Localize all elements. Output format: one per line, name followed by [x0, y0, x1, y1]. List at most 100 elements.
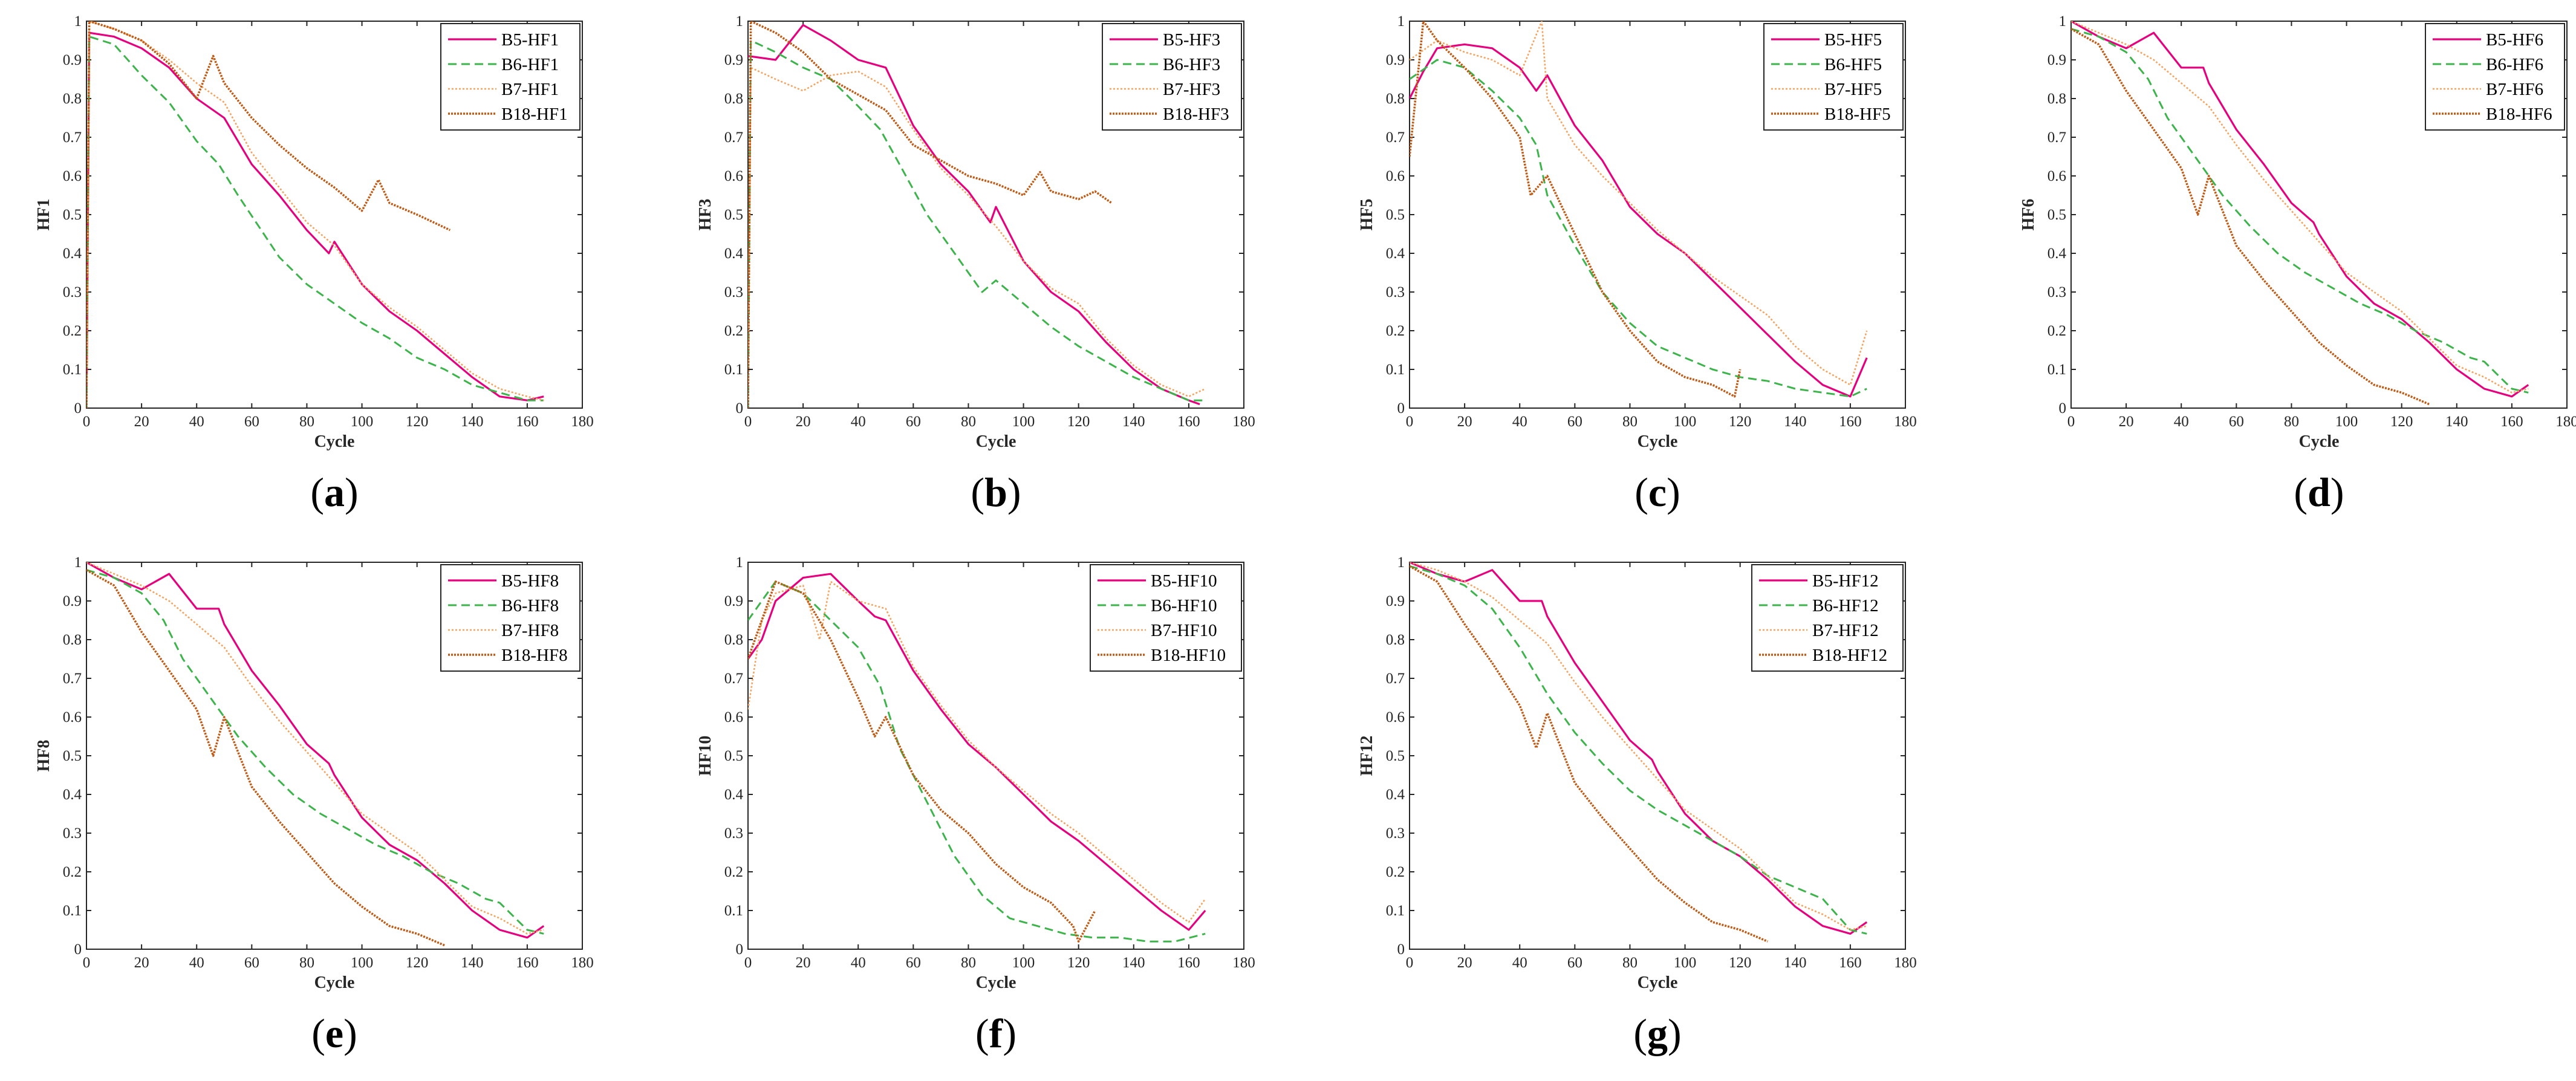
x-axis-label: Cycle	[976, 973, 1016, 992]
y-tick-label: 0.1	[724, 362, 743, 378]
x-tick-label: 100	[1012, 955, 1035, 971]
series-line-b6-hf3	[748, 39, 1206, 408]
x-tick-label: 140	[461, 414, 484, 430]
x-tick-label: 60	[244, 955, 259, 971]
x-tick-label: 100	[1674, 414, 1697, 430]
x-tick-label: 160	[1177, 955, 1200, 971]
y-tick-label: 1	[1397, 554, 1405, 571]
x-tick-label: 140	[2445, 414, 2468, 430]
x-tick-label: 120	[406, 955, 429, 971]
x-tick-label: 60	[1567, 414, 1582, 430]
x-tick-label: 20	[796, 414, 811, 430]
y-axis-label: HF1	[34, 199, 53, 231]
y-tick-label: 0.7	[1386, 129, 1405, 146]
x-tick-label: 0	[83, 414, 91, 430]
legend-entry: B18-HF6	[2486, 105, 2552, 124]
y-axis-label: HF10	[696, 736, 715, 776]
panel-label: (e)	[311, 1010, 357, 1056]
y-tick-label: 0	[736, 400, 744, 417]
y-tick-label: 0.1	[1386, 362, 1405, 378]
y-tick-label: 0.6	[1386, 168, 1405, 184]
x-tick-label: 80	[1622, 414, 1638, 430]
y-tick-label: 0.5	[1386, 748, 1405, 764]
x-axis-label: Cycle	[1638, 432, 1678, 451]
y-tick-label: 0.6	[2047, 168, 2066, 184]
legend-entry: B7-HF8	[501, 621, 559, 640]
y-tick-label: 0.6	[724, 168, 743, 184]
x-tick-label: 60	[2229, 414, 2244, 430]
y-tick-label: 0.7	[63, 129, 82, 146]
y-tick-label: 0.3	[2047, 284, 2066, 300]
y-tick-label: 0.8	[724, 632, 743, 648]
legend-entry: B18-HF5	[1824, 105, 1891, 124]
series-line-b7-hf10	[748, 580, 1206, 923]
legend-entry: B7-HF5	[1824, 80, 1882, 99]
y-tick-label: 0.5	[724, 207, 743, 223]
y-tick-label: 0.3	[63, 284, 82, 300]
series-line-b6-hf12	[1410, 565, 1867, 935]
chart-panel-e: 0 20 40 60 80 100 120 140 160 180 0 0.1 0.2 0.3 0.4 0.5…	[34, 554, 594, 1056]
legend-entry: B6-HF6	[2486, 55, 2543, 74]
y-tick-label: 0.4	[1386, 787, 1405, 803]
legend-entry: B7-HF12	[1812, 621, 1879, 640]
legend-entry: B5-HF12	[1812, 571, 1879, 591]
x-tick-label: 80	[1622, 955, 1638, 971]
series-line-b18-hf1	[86, 21, 451, 408]
y-axis-label: HF8	[34, 740, 53, 772]
y-tick-label: 0.3	[1386, 284, 1405, 300]
legend	[440, 23, 581, 131]
x-tick-label: 120	[2390, 414, 2413, 430]
legend-entry: B5-HF6	[2486, 30, 2543, 50]
y-tick-label: 1	[74, 554, 82, 571]
x-axis-label: Cycle	[1638, 973, 1678, 992]
x-tick-label: 140	[461, 955, 484, 971]
x-tick-label: 40	[1512, 414, 1527, 430]
legend-entry: B18-HF12	[1812, 646, 1887, 665]
panel-label: (d)	[2294, 469, 2344, 515]
y-tick-label: 0.4	[724, 245, 744, 262]
y-tick-label: 1	[736, 554, 744, 571]
y-tick-label: 0.7	[2047, 129, 2066, 146]
x-tick-label: 100	[1012, 414, 1035, 430]
y-tick-label: 1	[2059, 13, 2067, 30]
series-line-b5-hf5	[1410, 43, 1868, 398]
y-tick-label: 0.5	[724, 748, 743, 764]
panel-label: (f)	[975, 1010, 1016, 1056]
y-tick-label: 0.5	[63, 207, 82, 223]
legend	[440, 564, 581, 672]
x-tick-label: 120	[1729, 955, 1752, 971]
x-tick-label: 60	[1567, 955, 1582, 971]
y-tick-label: 0.9	[724, 593, 743, 609]
x-tick-label: 100	[1674, 955, 1697, 971]
x-tick-label: 20	[796, 955, 811, 971]
panel-label: (g)	[1633, 1010, 1681, 1056]
y-tick-label: 0.8	[1386, 91, 1405, 107]
chart-panel-c: 0 20 40 60 80 100 120 140 160 180 0 0.1 0.2 0.3 0.4 0.5…	[1358, 13, 1917, 515]
y-axis-label: HF3	[696, 199, 715, 231]
x-tick-label: 160	[1839, 414, 1862, 430]
legend-entry: B6-HF1	[501, 55, 559, 74]
x-tick-label: 40	[851, 955, 866, 971]
y-tick-label: 0.1	[2047, 362, 2066, 378]
legend	[1751, 564, 1904, 672]
y-tick-label: 0	[74, 941, 82, 958]
y-tick-label: 0.4	[1386, 245, 1405, 262]
y-tick-label: 0.5	[1386, 207, 1405, 223]
y-tick-label: 0.3	[1386, 825, 1405, 842]
x-tick-label: 100	[2335, 414, 2358, 430]
legend-entry: B6-HF3	[1163, 55, 1220, 74]
y-tick-label: 0.7	[63, 670, 82, 687]
series-line-b18-hf12	[1410, 565, 1768, 943]
legend-entry: B6-HF12	[1812, 596, 1879, 615]
x-tick-label: 0	[2067, 414, 2075, 430]
legend-entry: B6-HF10	[1151, 596, 1217, 615]
y-tick-label: 0.2	[63, 323, 82, 339]
chart-panel-f: 0 20 40 60 80 100 120 140 160 180 0 0.1 0.2 0.3 0.4 0.5…	[696, 554, 1255, 1056]
x-tick-label: 20	[2119, 414, 2134, 430]
series-line-b6-hf1	[86, 36, 544, 408]
legend-entry: B5-HF8	[501, 571, 559, 591]
legend-entry: B6-HF5	[1824, 55, 1882, 74]
y-tick-label: 0.1	[724, 903, 743, 919]
x-tick-label: 180	[1894, 414, 1917, 430]
x-tick-label: 20	[134, 955, 149, 971]
